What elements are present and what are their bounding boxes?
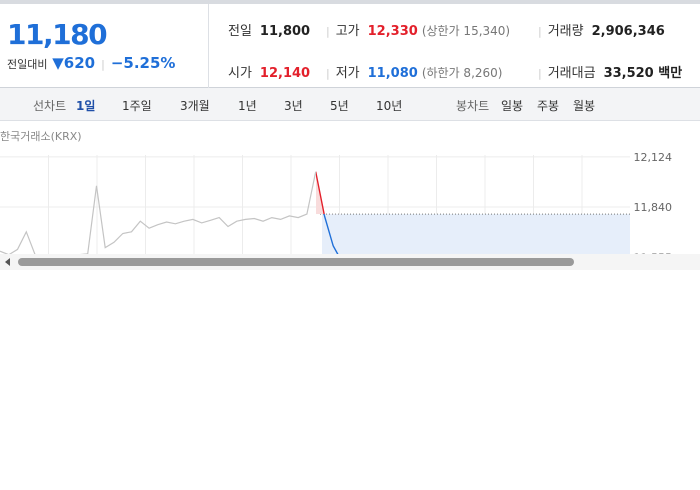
y-tick-label: 11,555	[634, 251, 673, 264]
divider: |	[538, 25, 542, 38]
stat-label: 전일	[228, 24, 252, 39]
plot: 12,124 11,840 11,555	[0, 151, 673, 264]
divider: |	[326, 25, 330, 38]
tab[interactable]: 5년	[330, 99, 349, 113]
change-rate: −5.25%	[110, 54, 176, 72]
scrollbar[interactable]	[18, 258, 574, 266]
tab[interactable]: 1년	[238, 99, 257, 113]
stat-label: 시가	[228, 66, 252, 81]
stat: 시가 12,140	[228, 62, 310, 81]
tab-group-label: 봉차트	[456, 99, 490, 113]
divider: |	[538, 67, 542, 80]
y-tick-label: 11,840	[634, 201, 673, 214]
stat: 전일 11,800	[228, 20, 310, 39]
stat-label: 고가	[335, 24, 360, 39]
stat: | 거래대금 33,520 백만	[538, 62, 683, 81]
stat: | 거래량 2,906,346	[538, 20, 665, 39]
summary: 11,180 전일대비 ▼620 | −5.25% 전일 11,800 | 고가 12,33…	[0, 0, 700, 88]
stat-value: 2,906,346	[591, 24, 665, 39]
divider: |	[326, 67, 330, 80]
down-area	[322, 214, 630, 255]
tab-bar: 선차트 1일 1주일 3개월 1년 3년 5년 10년 봉차트 일봉 주봉 월봉	[0, 88, 700, 121]
price-line	[0, 171, 316, 255]
tab[interactable]: 1일	[76, 99, 96, 113]
price: 11,180	[7, 18, 108, 51]
price-box: 11,180 전일대비 ▼620 | −5.25%	[0, 4, 209, 88]
stat-value: 12,330	[367, 24, 418, 39]
tab[interactable]: 3개월	[180, 99, 210, 113]
stat-value: 11,080	[367, 66, 418, 81]
source: 한국거래소(KRX)	[0, 130, 82, 143]
tab[interactable]: 1주일	[122, 99, 152, 113]
stat-value: 11,800	[259, 24, 311, 39]
change-label: 전일대비	[7, 58, 48, 71]
change-value: 620	[63, 54, 96, 72]
stat-label: 거래량	[547, 24, 584, 39]
chart: 한국거래소(KRX) 12,124 11,840 11,555	[0, 130, 700, 270]
y-tick-label: 12,124	[634, 151, 673, 164]
stat-value: 33,520 백만	[603, 66, 683, 81]
stat-label: 저가	[335, 66, 360, 81]
stat-value: 12,140	[259, 66, 311, 81]
stat-note: (하한가 8,260)	[421, 66, 503, 80]
tab[interactable]: 월봉	[573, 99, 596, 113]
stat-note: (상한가 15,340)	[421, 24, 511, 38]
stat: | 고가 12,330 (상한가 15,340)	[326, 20, 511, 39]
scroll-left[interactable]	[5, 258, 10, 266]
tab[interactable]: 주봉	[537, 99, 560, 113]
tab-group-label: 선차트	[33, 99, 67, 113]
change: 전일대비 ▼620 | −5.25%	[7, 54, 176, 72]
tab[interactable]: 10년	[376, 99, 403, 113]
tab[interactable]: 3년	[284, 99, 303, 113]
tab[interactable]: 일봉	[501, 99, 524, 113]
stat-label: 거래대금	[547, 66, 596, 81]
stat: | 저가 11,080 (하한가 8,260)	[326, 62, 503, 81]
